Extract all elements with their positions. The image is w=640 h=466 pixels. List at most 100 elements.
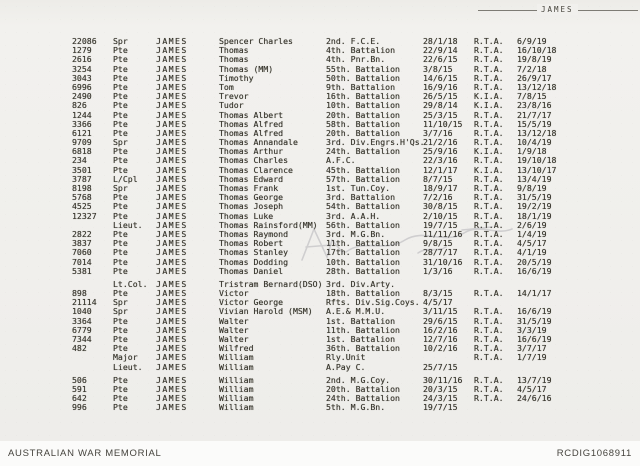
document-paper: JAMES 22086 Spr JAMES Spencer Charles 2n… (0, 0, 640, 441)
cell-given-names: Thomas Rainsford(MM) (219, 219, 318, 230)
cell-fate (474, 403, 517, 412)
table-row: 6996 Pte JAMES Tom 9th. Battalion 16/9/1… (72, 81, 569, 92)
cell-surname: JAMES (156, 343, 188, 354)
cell-fate (474, 363, 517, 372)
cell-given-names: Walter (219, 334, 249, 344)
table-row: 7344 Pte JAMES Walter 1st. Battalion 12/… (72, 334, 569, 344)
cell-fate: R.T.A. (474, 72, 504, 83)
cell-given-names: Thomas (MM) (219, 63, 274, 74)
cell-unit: A.E.& M.M.U. (326, 306, 386, 317)
cell-surname: JAMES (156, 45, 188, 56)
cell-fate: R.T.A. (474, 374, 504, 385)
cell-unit: 24th. Battalion (326, 393, 400, 404)
cell-given-names: Thomas (219, 54, 249, 65)
cell-rank: Pte (113, 100, 128, 111)
cell-enlisted-date: 19/7/15 (423, 219, 458, 230)
table-row: 506 Pte JAMES William 2nd. M.G.Coy. 30/1… (72, 374, 569, 385)
cell-return-date: 14/1/17 (517, 288, 552, 299)
cell-rank: Pte (113, 374, 128, 385)
cell-return-date: 3/7/17 (517, 343, 547, 354)
cell-rank: Pte (113, 334, 128, 344)
cell-surname: JAMES (156, 164, 188, 175)
cell-service-number: 3043 (72, 72, 92, 83)
table-row: 642 Pte JAMES William 24th. Battalion 24… (72, 393, 569, 404)
cell-fate: R.T.A. (474, 109, 504, 120)
cell-fate: R.T.A. (474, 183, 504, 193)
cell-given-names: Wilfred (219, 343, 254, 354)
cell-unit: 1st. Battalion (326, 315, 396, 326)
cell-surname: JAMES (156, 352, 188, 363)
cell-surname: JAMES (156, 334, 188, 344)
table-row: 1279 Pte JAMES Thomas 4th. Battalion 22/… (72, 45, 569, 56)
table-row: 5381 Pte JAMES Thomas Daniel 28th. Batta… (72, 265, 569, 276)
cell-unit: 10th. Battalion (326, 256, 400, 267)
table-row: 234 Pte JAMES Thomas Charles A.F.C. 22/3… (72, 156, 569, 165)
cell-enlisted-date: 9/8/15 (423, 238, 453, 249)
cell-rank: Pte (113, 164, 128, 175)
table-row: 9709 Spr JAMES Thomas Annandale 3rd. Div… (72, 137, 569, 148)
cell-surname: JAMES (156, 36, 188, 46)
cell-rank: Pte (113, 91, 128, 102)
cell-fate: R.T.A. (474, 343, 504, 354)
cell-rank: Pte (113, 324, 128, 335)
cell-return-date: 9/8/19 (517, 183, 547, 193)
table-row: 12327 Pte JAMES Thomas Luke 3rd. A.A.H. … (72, 210, 569, 221)
cell-enlisted-date: 4/5/17 (423, 297, 453, 308)
cell-surname: JAMES (156, 297, 188, 308)
cell-service-number: 21114 (72, 297, 97, 308)
table-row: 591 Pte JAMES William 20th. Battalion 20… (72, 384, 569, 394)
cell-rank: Major (113, 352, 138, 363)
cell-enlisted-date: 8/3/15 (423, 288, 453, 299)
cell-unit: 20th. Battalion (326, 127, 400, 138)
digitisation-footer-bar: AUSTRALIAN WAR MEMORIAL RCDIG1068911 (0, 441, 640, 466)
table-row: 3254 Pte JAMES Thomas (MM) 55th. Battali… (72, 63, 569, 74)
table-row: 2822 Pte JAMES Thomas Raymond 3rd. M.G.B… (72, 229, 569, 239)
cell-surname: JAMES (156, 127, 188, 138)
table-row: 4525 Pte JAMES Thomas Joseph 54th. Batta… (72, 202, 569, 211)
cell-unit: 11th. Battalion (326, 324, 400, 335)
cell-given-names: Thomas George (219, 192, 284, 203)
cell-unit: 9th. Battalion (326, 81, 396, 92)
cell-service-number: 7060 (72, 247, 92, 258)
cell-rank: Pte (113, 118, 128, 129)
cell-surname: JAMES (156, 247, 188, 258)
cell-rank: Pte (113, 238, 128, 249)
cell-surname: JAMES (156, 238, 188, 249)
cell-enlisted-date: 24/3/15 (423, 393, 458, 404)
table-row: 21114 Spr JAMES Victor George Rfts. Div.… (72, 298, 569, 307)
cell-given-names: Spencer Charles (219, 36, 293, 46)
cell-return-date: 13/12/18 (517, 127, 557, 138)
cell-rank: Pte (113, 127, 128, 138)
cell-return-date: 19/2/19 (517, 201, 552, 212)
cell-return-date: 4/1/19 (517, 247, 547, 258)
cell-rank: Pte (113, 393, 128, 404)
cell-return-date: 23/8/16 (517, 100, 552, 111)
table-row: 3043 Pte JAMES Timothy 50th. Battalion 1… (72, 72, 569, 83)
cell-unit: 28th. Battalion (326, 265, 400, 276)
cell-given-names: Thomas Annandale (219, 137, 298, 148)
cell-enlisted-date: 16/9/16 (423, 81, 458, 92)
cell-given-names: Thomas Luke (219, 210, 274, 221)
cell-unit: 18th. Battalion (326, 288, 400, 299)
cell-surname: JAMES (156, 393, 188, 404)
cell-rank: Pte (113, 256, 128, 267)
cell-fate: K.I.A. (474, 164, 504, 175)
cell-return-date: 1/7/19 (517, 352, 547, 363)
cell-enlisted-date: 22/6/15 (423, 54, 458, 65)
cell-surname: JAMES (156, 201, 188, 212)
cell-surname: JAMES (156, 361, 188, 372)
cell-enlisted-date: 7/2/16 (423, 192, 453, 203)
cell-fate: R.T.A. (474, 63, 504, 74)
cell-enlisted-date: 22/9/14 (423, 45, 458, 56)
cell-unit: 55th. Battalion (326, 63, 400, 74)
cell-service-number: 2490 (72, 91, 92, 102)
cell-surname: JAMES (156, 173, 188, 184)
cell-surname: JAMES (156, 137, 188, 148)
cell-given-names: William (219, 352, 254, 363)
cell-return-date (517, 403, 569, 412)
cell-service-number: 1279 (72, 45, 92, 56)
cell-unit: Rfts. Div.Sig.Coys. (326, 297, 420, 308)
table-row: 5768 Pte JAMES Thomas George 3rd. Battal… (72, 192, 569, 203)
cell-return-date: 16/10/18 (517, 45, 557, 56)
cell-given-names: Timothy (219, 72, 254, 83)
